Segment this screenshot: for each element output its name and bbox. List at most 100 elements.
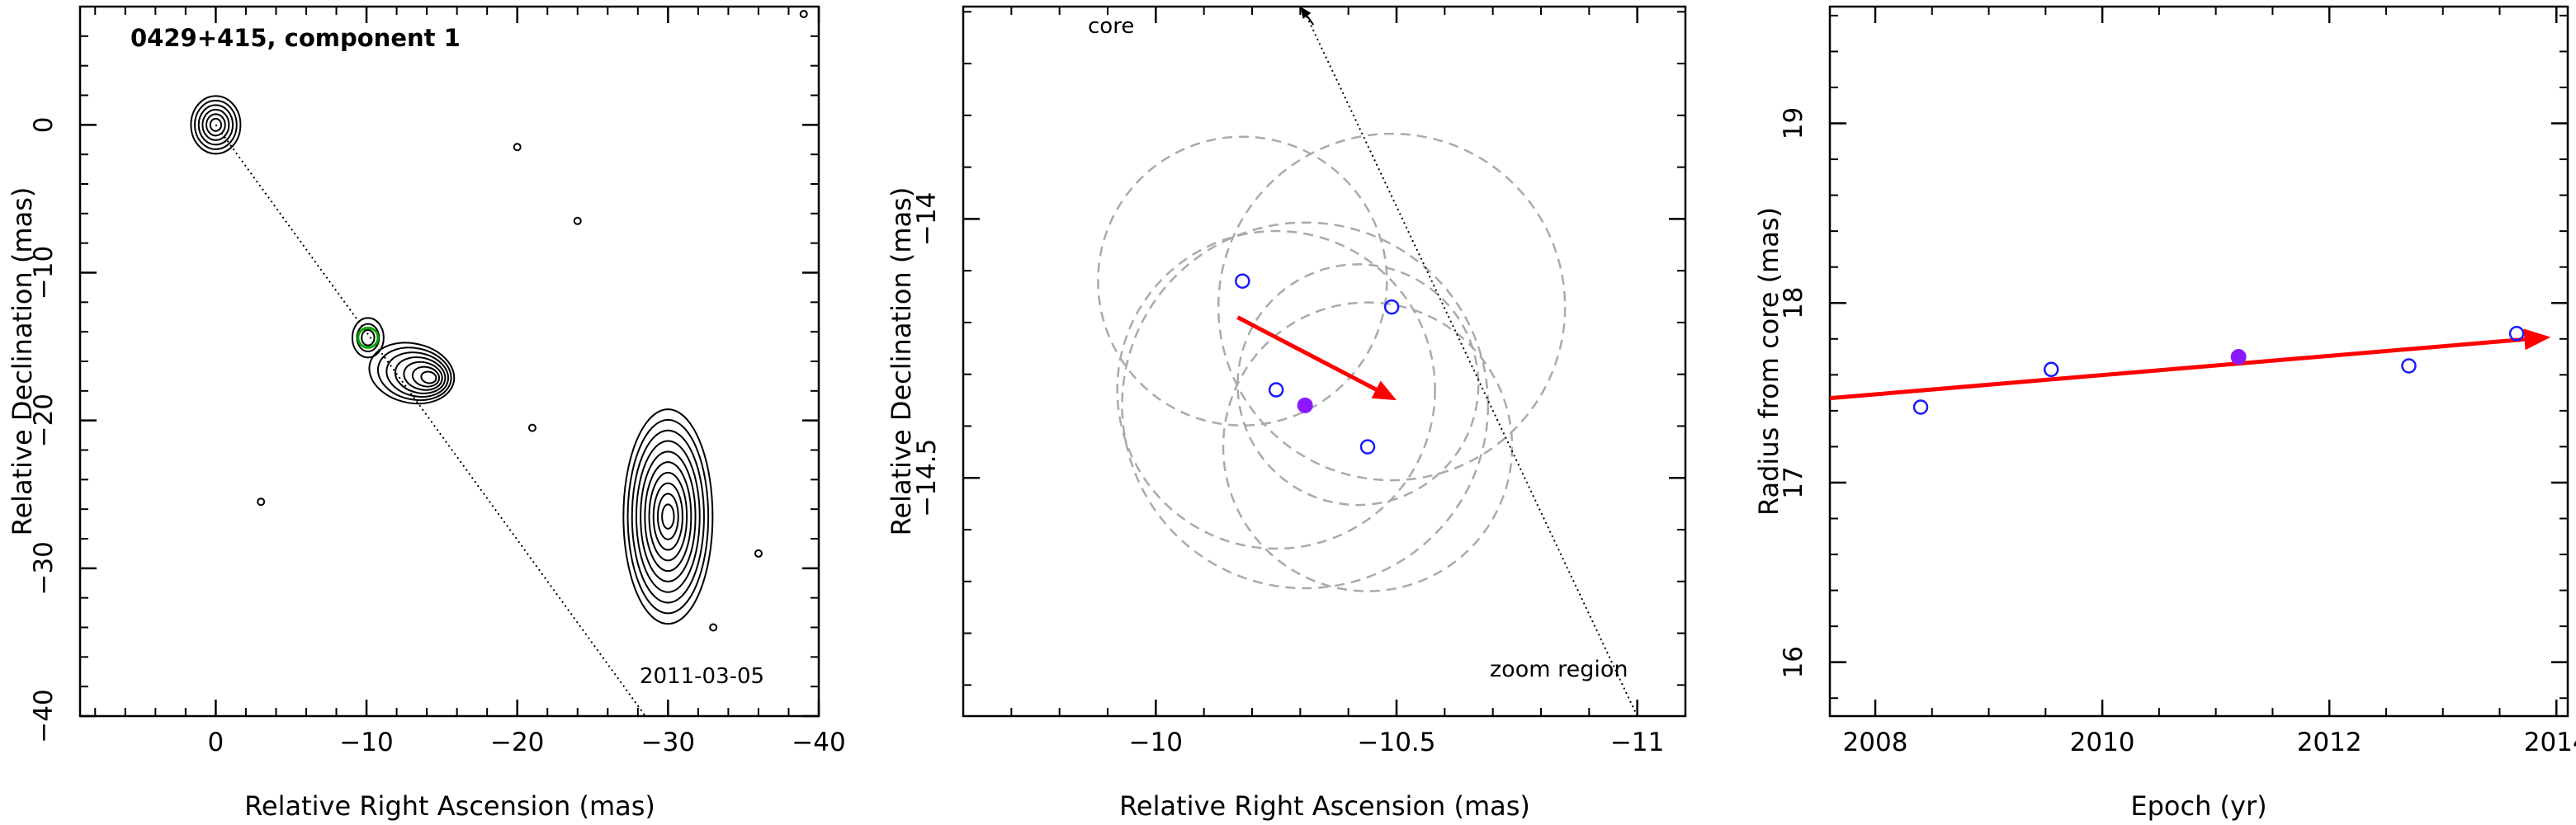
panel3-marks (1829, 326, 2551, 415)
panel2-ticks: −10 −10.5 −11 −14 −14.5 (912, 7, 1686, 757)
filled-point (1297, 397, 1313, 413)
panel-radius-epoch: 2008 2010 2012 2014 16 17 18 19 Epoch (yr) Radi… (1753, 5, 2576, 822)
panel2-x-axis-label: Relative Right Ascension (mas) (1119, 790, 1530, 822)
contour-level (403, 361, 443, 391)
panel2-error-circles (1097, 132, 1567, 592)
contour-source (190, 95, 242, 155)
panel3-frame (1828, 5, 2569, 718)
fit-arrow-head (2523, 328, 2551, 351)
contour-level (206, 113, 226, 137)
open-point (2043, 361, 2059, 378)
ridge-line (215, 124, 646, 717)
contour-level (351, 317, 385, 359)
motion-arrow (1236, 315, 1397, 401)
core-direction-arrow-head (1300, 7, 1312, 19)
y-tick-label: −20 (29, 394, 59, 447)
ridge-line (1304, 12, 1638, 717)
core-direction-arrow-shaft (1306, 15, 1315, 26)
core-direction-arrow (1300, 7, 1315, 26)
contour-level (648, 471, 688, 562)
contour-level (361, 329, 376, 346)
noise-contour (709, 623, 718, 632)
panel1-ridge (215, 124, 646, 717)
contour-level (661, 503, 675, 530)
error-circle (1121, 221, 1490, 590)
panel1-contours (190, 9, 808, 632)
contour-level (394, 356, 447, 394)
noise-contour (513, 143, 522, 152)
x-tick-label: −30 (641, 728, 695, 757)
x-tick-label: 2008 (1843, 728, 1908, 757)
contour-level (626, 418, 710, 615)
contour-level (209, 117, 223, 132)
error-circle (1222, 301, 1514, 592)
contour-level (201, 108, 230, 141)
contour-level (644, 461, 692, 573)
panel3-y-axis-label: Radius from core (mas) (1753, 207, 1784, 516)
y-tick-label: 18 (1779, 287, 1808, 319)
panel-contour-map: 0 −10 −20 −30 −40 0 −10 −20 −30 −40 0429+415, com… (7, 5, 846, 822)
panel1-title: 0429+415, component 1 (130, 24, 461, 52)
contour-level (376, 346, 452, 402)
open-point (1235, 273, 1250, 289)
motion-arrow-head (1371, 380, 1397, 401)
contour-source (368, 342, 456, 405)
open-point (1912, 399, 1929, 415)
noise-contour (527, 423, 536, 432)
panel2-core-label: core (1088, 14, 1134, 39)
fit-arrow-shaft (1829, 337, 2525, 401)
contour-level (190, 95, 242, 155)
contour-source (622, 408, 714, 625)
x-tick-label: 0 (208, 728, 225, 757)
panel1-frame (78, 5, 820, 718)
motion-arrow-shaft (1236, 315, 1378, 392)
component-marker (357, 326, 380, 349)
contour-level (420, 370, 437, 384)
x-tick-label: −10.5 (1358, 728, 1436, 757)
contour-level (640, 450, 697, 582)
open-point (1268, 382, 1284, 398)
noise-contour (754, 549, 763, 558)
contour-level (194, 99, 238, 150)
panel2-y-axis-label: Relative Declination (mas) (886, 187, 917, 536)
noise-contour (257, 497, 266, 507)
x-tick-label: −40 (792, 728, 845, 757)
noise-contour (573, 216, 582, 225)
y-tick-label: −10 (29, 246, 59, 299)
x-tick-label: 2014 (2524, 728, 2576, 757)
y-tick-label: −14.5 (912, 439, 942, 517)
error-circle (1097, 135, 1388, 427)
y-tick-label: 0 (29, 116, 59, 133)
x-tick-label: 2010 (2070, 728, 2135, 757)
panel2-ridge (1300, 7, 1638, 717)
contour-level (368, 342, 456, 405)
fit-arrow (1829, 328, 2551, 401)
panel2-frame (962, 5, 1687, 718)
y-tick-label: −40 (29, 689, 59, 742)
x-tick-label: −10 (1129, 728, 1183, 757)
x-tick-label: −20 (490, 728, 544, 757)
x-tick-label: 2012 (2297, 728, 2362, 757)
open-point (2401, 358, 2417, 374)
filled-point (2230, 349, 2247, 365)
panel1-x-axis-label: Relative Right Ascension (mas) (244, 790, 655, 822)
noise-contour (799, 9, 808, 18)
x-tick-label: −10 (339, 728, 393, 757)
panel3-x-axis-label: Epoch (yr) (2130, 790, 2266, 822)
panel2-marks (1235, 273, 1400, 455)
contour-level (631, 429, 705, 604)
y-tick-label: −30 (29, 541, 59, 595)
y-tick-label: 16 (1779, 646, 1808, 678)
y-tick-label: −14 (912, 192, 942, 246)
contour-level (635, 440, 701, 593)
y-tick-label: 17 (1779, 466, 1808, 498)
panel3-ticks: 2008 2010 2012 2014 16 17 18 19 (1779, 7, 2576, 757)
contour-level (197, 104, 234, 146)
panel1-date-label: 2011-03-05 (640, 664, 764, 689)
open-point (1359, 439, 1376, 455)
y-tick-label: 19 (1779, 107, 1808, 139)
x-tick-label: −11 (1610, 728, 1664, 757)
error-circle (1236, 263, 1480, 507)
contour-level (411, 365, 441, 388)
